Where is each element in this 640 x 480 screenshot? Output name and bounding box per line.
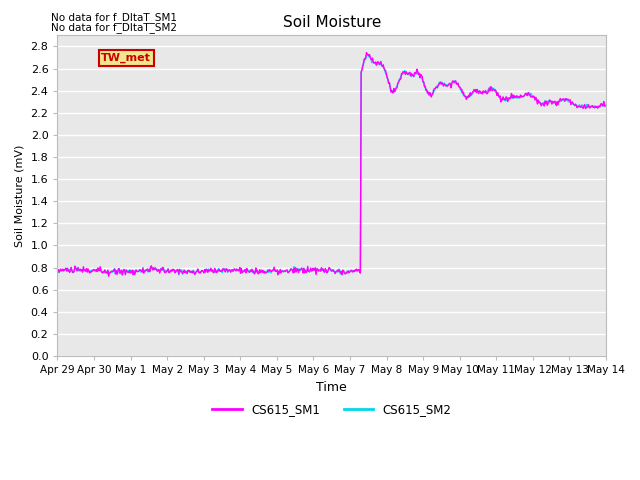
CS615_SM1 — [177, 269, 184, 275]
CS615_SM2 — [54, 266, 61, 272]
Line: CS615_SM2: CS615_SM2 — [58, 54, 606, 275]
CS615_SM2 — [602, 103, 610, 109]
CS615_SM1 — [602, 103, 610, 108]
CS615_SM2 — [120, 267, 128, 273]
CS615_SM1 — [416, 75, 424, 81]
CS615_SM1 — [105, 273, 113, 279]
CS615_SM1 — [363, 50, 371, 56]
Y-axis label: Soil Moisture (mV): Soil Moisture (mV) — [15, 144, 25, 247]
CS615_SM1 — [54, 267, 61, 273]
Text: TW_met: TW_met — [101, 53, 151, 63]
CS615_SM2 — [364, 51, 371, 57]
CS615_SM1 — [400, 70, 408, 76]
Line: CS615_SM1: CS615_SM1 — [58, 53, 606, 276]
Title: Soil Moisture: Soil Moisture — [283, 15, 381, 30]
Text: No data for f_DltaT_SM1: No data for f_DltaT_SM1 — [51, 12, 177, 23]
CS615_SM2 — [400, 69, 408, 75]
CS615_SM2 — [63, 265, 71, 271]
CS615_SM2 — [416, 74, 424, 80]
CS615_SM1 — [205, 268, 213, 274]
CS615_SM2 — [338, 272, 346, 278]
CS615_SM1 — [63, 265, 71, 271]
CS615_SM1 — [121, 268, 129, 274]
Legend: CS615_SM1, CS615_SM2: CS615_SM1, CS615_SM2 — [207, 398, 456, 420]
X-axis label: Time: Time — [316, 381, 347, 394]
Text: No data for f_DltaT_SM2: No data for f_DltaT_SM2 — [51, 22, 177, 33]
CS615_SM2 — [176, 266, 184, 272]
CS615_SM2 — [205, 266, 212, 272]
